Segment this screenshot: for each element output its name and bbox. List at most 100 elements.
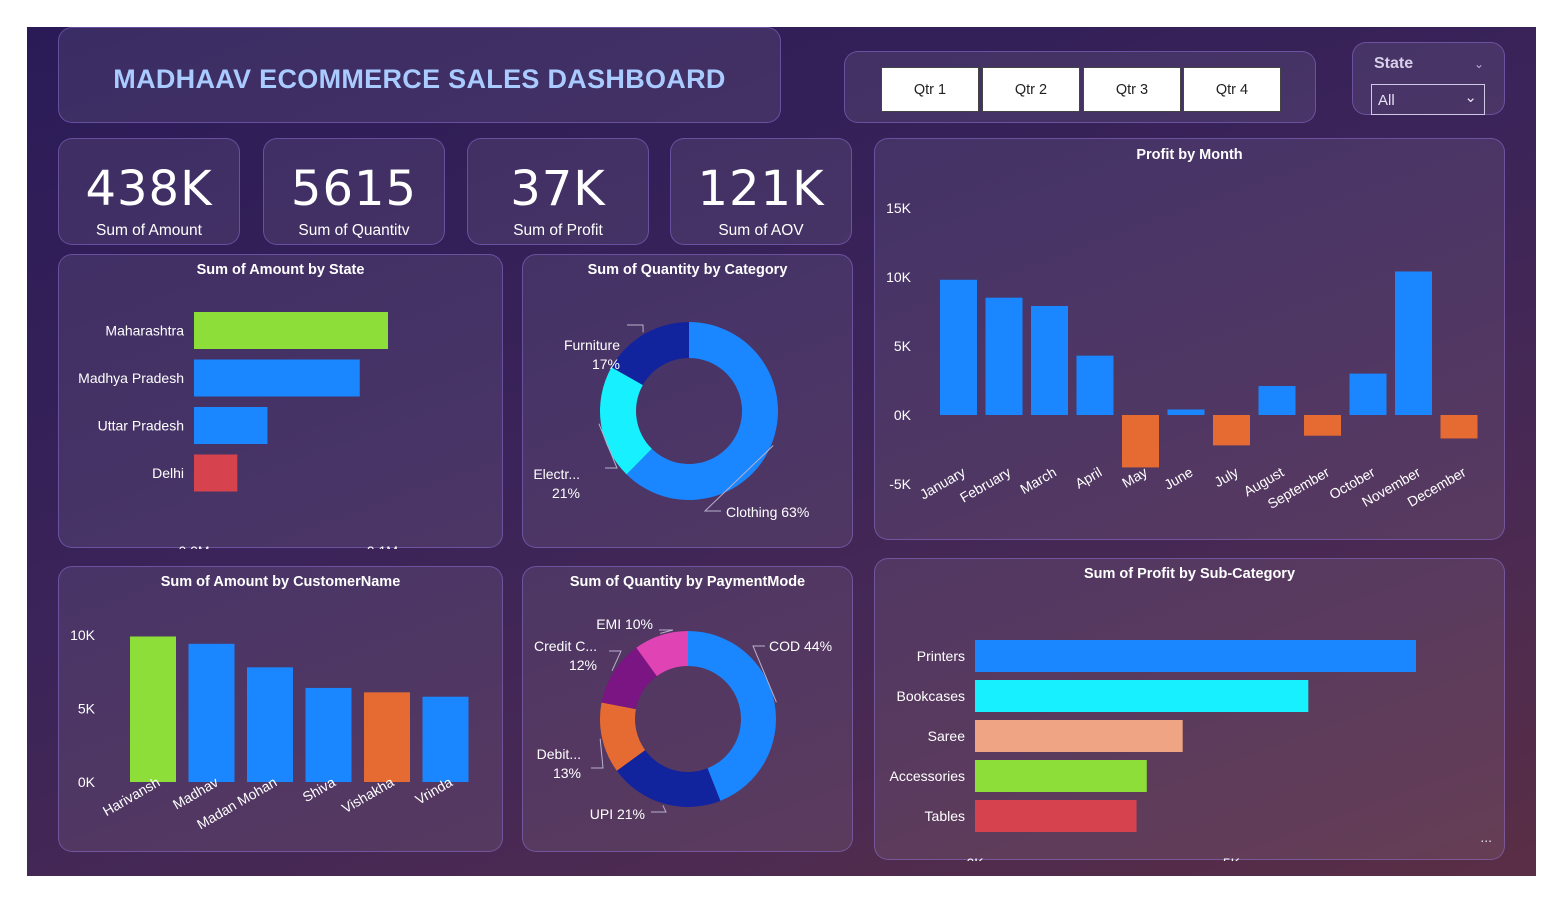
tick-label: 10K — [886, 269, 912, 285]
chart-title: Sum of Profit by Sub-Category — [1083, 566, 1296, 582]
category-label: Uttar Pradesh — [98, 418, 184, 434]
kpi-card-aov: 121K Sum of AOV — [670, 138, 852, 245]
chart-title: Sum of Quantity by PaymentMode — [569, 574, 806, 590]
state-dropdown-value: All — [1378, 92, 1395, 109]
amount-by-state-panel: Sum of Amount by State Maharashtra Madhya… — [58, 254, 503, 549]
category-label: February — [957, 464, 1014, 506]
bar — [975, 640, 1416, 672]
donut-slice — [600, 702, 646, 771]
qtr2-button[interactable]: Qtr 2 — [982, 67, 1080, 112]
slice-label: Electr... 21% — [533, 466, 580, 501]
bar — [422, 696, 469, 782]
kpi-value: 438K — [85, 161, 213, 217]
kpi-value: 5615 — [290, 161, 418, 217]
leader-line — [659, 629, 674, 634]
bar — [1122, 415, 1159, 468]
tick-label: 15K — [886, 200, 912, 216]
chart-title: Sum of Quantity by Category — [587, 262, 788, 278]
bar — [188, 643, 235, 782]
category-label: Accessories — [890, 768, 965, 784]
bar — [975, 720, 1183, 752]
category-label: July — [1211, 464, 1241, 490]
category-label: Printers — [917, 648, 965, 664]
amount-by-customer-panel: Sum of Amount by CustomerName 10K 5K 0K Har… — [58, 566, 503, 852]
bar — [194, 359, 360, 397]
chevron-down-icon[interactable]: ⌄ — [1473, 57, 1484, 71]
bar — [130, 636, 176, 782]
category-label: Delhi — [152, 465, 184, 481]
category-label: April — [1072, 464, 1104, 492]
donut-slice — [636, 631, 688, 677]
donut-slice — [688, 631, 776, 801]
qty-by-category-chart: Clothing 63% Electr... 21% Furniture 17% — [533, 322, 809, 520]
leader-line — [703, 445, 774, 512]
bar — [1395, 271, 1432, 415]
qtr3-button[interactable]: Qtr 3 — [1083, 67, 1181, 112]
bar — [194, 454, 238, 492]
category-label: June — [1161, 464, 1195, 493]
bar — [364, 692, 410, 782]
state-slicer-panel: State ⌄ All ⌄ — [1352, 42, 1505, 115]
amount-by-state-chart: Maharashtra Madhya Pradesh Uttar Pradesh De… — [78, 312, 398, 549]
state-slicer-label: State — [1374, 55, 1414, 72]
bar — [1031, 305, 1068, 415]
leader-line — [651, 805, 667, 813]
qty-by-category-panel: Sum of Quantity by Category Clothing 63%… — [522, 254, 853, 548]
kpi-value: 37K — [510, 161, 606, 217]
tick-label: 0K — [894, 407, 912, 423]
donut-slice — [600, 367, 652, 475]
tick-label: 0K — [78, 774, 96, 790]
bar — [305, 687, 352, 782]
slice-label: COD 44% — [769, 638, 832, 654]
category-label: Saree — [928, 728, 966, 744]
category-label: Maharashtra — [105, 323, 184, 339]
leader-line — [609, 650, 622, 671]
tick-label: -5K — [889, 476, 911, 492]
bar — [1258, 386, 1296, 415]
chart-title: Profit by Month — [1136, 147, 1243, 163]
slice-label: UPI 21% — [590, 806, 645, 822]
category-label: Madhya Pradesh — [78, 370, 184, 386]
tick-label: 5K — [894, 338, 912, 354]
bar — [1076, 355, 1114, 415]
bar — [1349, 373, 1387, 415]
tick-label: 5K — [1223, 855, 1241, 861]
qtr1-button[interactable]: Qtr 1 — [881, 67, 979, 112]
tick-label: 0.1M — [367, 543, 398, 549]
bar — [194, 407, 268, 444]
bar — [1167, 409, 1205, 415]
bar — [975, 680, 1309, 712]
slice-label: Credit C... 12% — [534, 638, 597, 673]
dashboard-title: MADHAAV ECOMMERCE SALES DASHBOARD — [113, 64, 726, 94]
kpi-card-profit: 37K Sum of Profit — [467, 138, 649, 245]
chevron-down-icon: ⌄ — [1464, 89, 1477, 106]
state-dropdown[interactable]: All ⌄ — [1371, 84, 1485, 115]
qty-by-paymentmode-chart: COD 44% UPI 21% Debit... 13% Credit C... 12% E… — [534, 616, 832, 822]
donut-slice — [616, 750, 721, 807]
slice-label: Debit... 13% — [537, 746, 581, 781]
bar — [1440, 415, 1478, 439]
kpi-value: 121K — [697, 161, 825, 217]
kpi-card-amount: 438K Sum of Amount — [58, 138, 240, 245]
qtr4-button[interactable]: Qtr 4 — [1183, 67, 1281, 112]
profit-by-subcategory-chart: Printers Bookcases Saree Accessories Tables 0… — [890, 640, 1416, 861]
kpi-card-quantity: 5615 Sum of Quantitv — [263, 138, 445, 245]
leader-line — [627, 324, 644, 333]
kpi-label: Sum of AOV — [718, 222, 804, 239]
tick-label: 0K — [966, 855, 984, 861]
bar — [247, 667, 293, 782]
more-options-icon[interactable]: ... — [1480, 829, 1492, 845]
tick-label: 0.0M — [178, 543, 209, 549]
bar — [194, 312, 388, 349]
chart-title: Sum of Amount by State — [196, 262, 365, 278]
profit-by-subcategory-panel: Sum of Profit by Sub-Category Printers Bo… — [874, 558, 1505, 861]
slice-label: Furniture 17% — [564, 337, 620, 372]
dashboard-canvas: MADHAAV ECOMMERCE SALES DASHBOARD Qtr 1 … — [27, 27, 1536, 876]
tick-label: 5K — [78, 701, 96, 717]
leader-line — [598, 423, 618, 469]
bar — [975, 760, 1147, 792]
slice-label: Clothing 63% — [726, 504, 809, 520]
chart-title: Sum of Amount by CustomerName — [160, 574, 401, 590]
